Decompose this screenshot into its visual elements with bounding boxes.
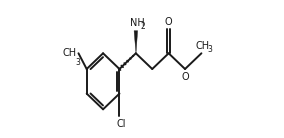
Text: NH: NH: [130, 18, 145, 28]
Text: 3: 3: [76, 58, 81, 67]
Text: CH: CH: [63, 48, 77, 58]
Text: O: O: [165, 17, 172, 27]
Text: 2: 2: [141, 22, 146, 31]
Text: CH: CH: [196, 41, 210, 51]
Text: Cl: Cl: [117, 119, 126, 129]
Text: 3: 3: [207, 45, 212, 54]
Text: O: O: [181, 71, 189, 82]
Polygon shape: [134, 31, 138, 53]
